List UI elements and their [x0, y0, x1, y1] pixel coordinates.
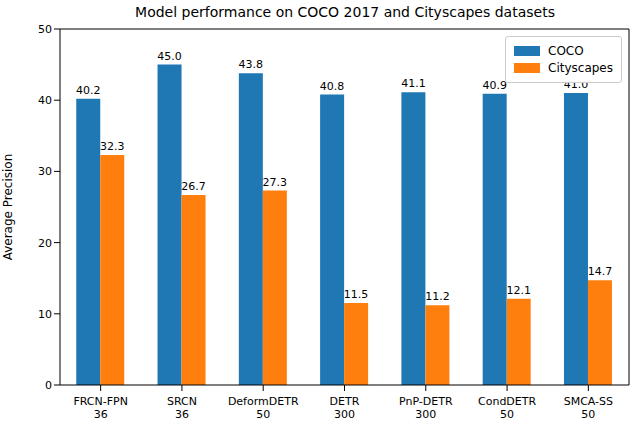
svg-text:20: 20 [38, 237, 52, 250]
svg-text:PnP-DETR300: PnP-DETR300 [399, 395, 453, 421]
html-text:COCO: COCO [548, 44, 584, 58]
svg-text:40: 40 [38, 94, 52, 107]
svg-text:10: 10 [38, 308, 52, 321]
svg-text:41.1: 41.1 [401, 77, 426, 90]
svg-text:40.8: 40.8 [320, 80, 345, 93]
svg-text:SMCA-SS50: SMCA-SS50 [564, 395, 613, 421]
svg-text:DeformDETR50: DeformDETR50 [228, 395, 299, 421]
svg-text:0: 0 [45, 379, 52, 392]
html-text:Cityscapes: Cityscapes [548, 61, 613, 75]
svg-text:40.9: 40.9 [482, 79, 507, 92]
svg-text:CondDETR50: CondDETR50 [478, 395, 537, 421]
svg-text:FRCN-FPN36: FRCN-FPN36 [73, 395, 128, 421]
svg-text:32.3: 32.3 [100, 140, 125, 153]
svg-text:40.2: 40.2 [76, 84, 101, 97]
html-text:Model performance on COCO 2017: Model performance on COCO 2017 and Citys… [135, 4, 555, 20]
svg-text:41.0: 41.0 [563, 78, 589, 92]
svg-text:30: 30 [38, 165, 52, 178]
svg-text:43.8: 43.8 [239, 58, 264, 71]
svg-text:14.7: 14.7 [588, 265, 613, 278]
svg-text:27.3: 27.3 [263, 176, 288, 189]
svg-text:11.5: 11.5 [344, 288, 369, 301]
svg-text:11.2: 11.2 [425, 290, 450, 303]
svg-text:26.7: 26.7 [181, 180, 206, 193]
svg-text:12.1: 12.1 [506, 284, 531, 297]
svg-text:45.0: 45.0 [157, 50, 182, 63]
svg-text:SRCN36: SRCN36 [167, 395, 197, 421]
svg-text:50: 50 [38, 23, 52, 36]
svg-text:Average Precision: Average Precision [8, 154, 15, 261]
svg-text:DETR300: DETR300 [330, 395, 360, 421]
